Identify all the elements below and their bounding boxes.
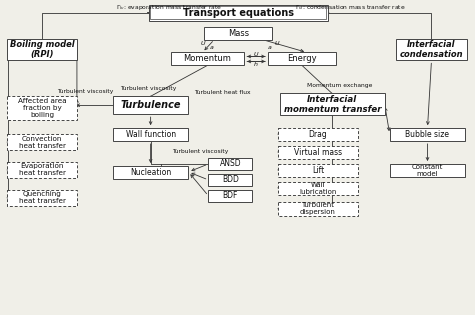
Text: Evaporation
heat transfer: Evaporation heat transfer — [19, 163, 66, 176]
Text: Quenching
heat transfer: Quenching heat transfer — [19, 191, 66, 204]
Bar — [113, 166, 189, 179]
Text: Turbulent viscosity: Turbulent viscosity — [57, 89, 113, 94]
Bar — [209, 174, 252, 186]
Text: Momentum exchange: Momentum exchange — [307, 83, 372, 88]
Text: Turbulent
dispersion: Turbulent dispersion — [300, 202, 336, 215]
Text: Lift: Lift — [312, 166, 324, 175]
Text: $\Gamma_{vl}$: condensation mass transfer rate: $\Gamma_{vl}$: condensation mass transfe… — [295, 3, 406, 12]
Text: Boiling model
(RPI): Boiling model (RPI) — [10, 40, 75, 59]
Bar — [7, 134, 77, 150]
Bar — [209, 158, 252, 170]
Text: U: U — [254, 52, 258, 57]
Text: Mass: Mass — [228, 29, 249, 37]
Text: Bubble size: Bubble size — [406, 130, 449, 139]
Text: BDF: BDF — [223, 191, 238, 200]
Bar — [390, 128, 466, 141]
Text: Transport equations: Transport equations — [183, 8, 294, 18]
Text: Turbulent viscosity: Turbulent viscosity — [172, 149, 228, 153]
Bar — [396, 38, 467, 60]
Text: Momentum: Momentum — [183, 54, 231, 63]
Bar — [278, 182, 358, 195]
Bar — [7, 162, 77, 178]
Text: a: a — [268, 45, 272, 50]
Bar — [268, 53, 336, 66]
Text: Interfacial
condensation: Interfacial condensation — [399, 40, 463, 59]
Bar — [113, 96, 189, 114]
Bar — [278, 164, 358, 177]
Text: Nucleation: Nucleation — [130, 168, 171, 177]
Text: Energy: Energy — [287, 54, 317, 63]
Text: Constant
model: Constant model — [412, 164, 443, 177]
Bar — [150, 6, 326, 19]
Bar — [280, 93, 385, 115]
Text: Turbulent heat flux: Turbulent heat flux — [194, 90, 251, 95]
Text: a: a — [209, 45, 213, 50]
Text: Turbulent viscosity: Turbulent viscosity — [121, 86, 177, 91]
Bar — [209, 190, 252, 202]
Bar — [7, 96, 77, 120]
Text: h: h — [254, 62, 258, 67]
Text: U: U — [275, 41, 279, 46]
Bar — [278, 146, 358, 159]
Bar — [7, 190, 77, 206]
Bar — [278, 202, 358, 216]
Bar — [204, 26, 272, 39]
Text: Wall function: Wall function — [125, 130, 176, 139]
Text: Drag: Drag — [309, 130, 327, 139]
Bar — [390, 164, 466, 177]
Text: ANSD: ANSD — [219, 159, 241, 169]
Bar — [278, 128, 358, 141]
Text: Turbulence: Turbulence — [120, 100, 181, 110]
Text: Interfacial
momentum transfer: Interfacial momentum transfer — [284, 94, 381, 114]
Bar — [171, 53, 244, 66]
Text: U: U — [201, 41, 206, 46]
Text: $\Gamma_{lv}$: evaporation mass transfer rate: $\Gamma_{lv}$: evaporation mass transfer… — [116, 3, 222, 12]
Text: Virtual mass: Virtual mass — [294, 148, 342, 157]
Bar — [113, 128, 189, 141]
Text: Wall
lubrication: Wall lubrication — [299, 182, 337, 195]
Text: Convection
heat transfer: Convection heat transfer — [19, 135, 66, 149]
Bar — [149, 5, 328, 20]
Text: Affected area
fraction by
boiling: Affected area fraction by boiling — [18, 98, 66, 118]
Text: BDD: BDD — [222, 175, 239, 184]
Bar — [7, 38, 77, 60]
